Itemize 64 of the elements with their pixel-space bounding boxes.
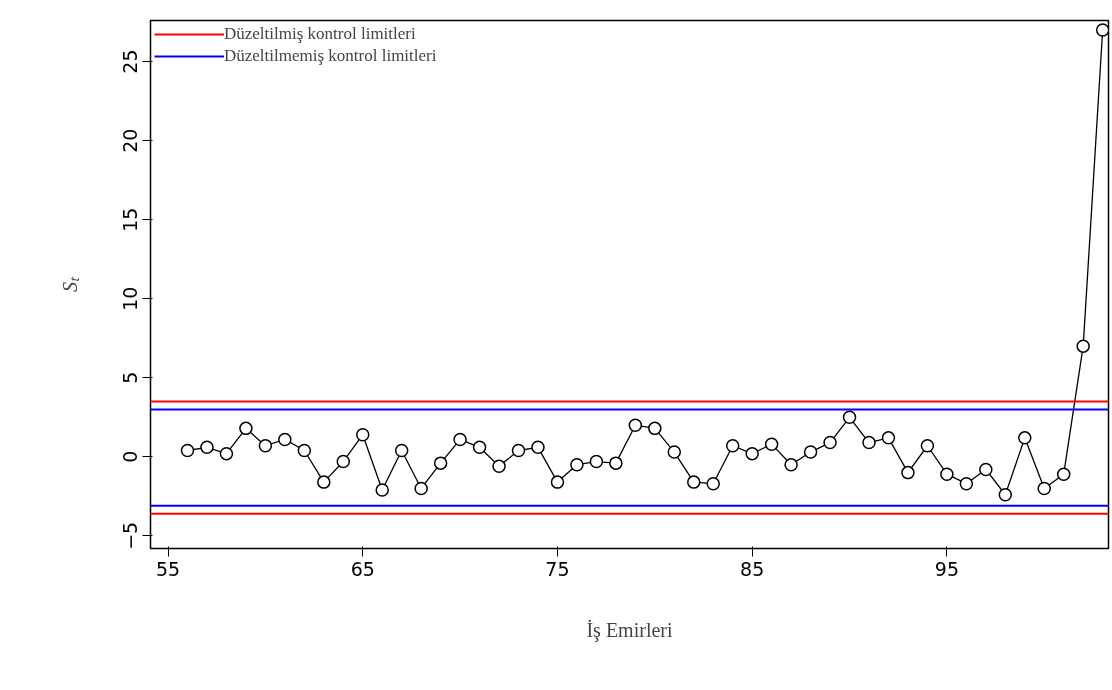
point [239,421,253,436]
point [687,475,701,489]
y-tick-label: 15 [119,207,142,232]
y-tick-label: 0 [119,450,142,463]
y-tick-label: 10 [119,286,142,311]
x-tick-label: 55 [155,557,181,580]
point [355,427,370,442]
point [433,456,448,470]
point [375,483,389,497]
y-tick-label: 5 [119,371,142,384]
point [745,446,759,461]
x-tick-label: 75 [545,557,570,580]
point [278,432,292,447]
point [258,439,273,453]
point [959,476,974,491]
point [901,465,915,480]
point [453,432,467,447]
point [764,437,779,451]
point [1056,467,1071,481]
point [998,488,1013,502]
point [550,475,565,489]
point [979,462,993,477]
point [317,475,331,489]
point [842,410,857,425]
point [297,443,312,458]
y-tick-label: −5 [119,521,142,550]
point [589,454,604,469]
legend-label: Düzeltilmiş kontrol limitleri [224,24,416,44]
point [394,443,409,458]
x-tick-label: 85 [740,557,765,580]
point [492,459,506,474]
point [1037,481,1051,496]
point [1076,339,1090,353]
x-axis-title: İş Emirleri [586,618,673,642]
point [706,476,720,491]
point [336,454,351,469]
point [725,439,740,453]
point [180,443,195,458]
point [648,421,662,436]
point [940,467,954,481]
point [570,457,584,472]
point [219,446,234,461]
point [200,440,214,455]
point [511,443,526,458]
point [881,431,896,445]
point [1018,431,1032,445]
point [784,457,798,472]
point [667,445,682,459]
point [472,440,487,455]
point [609,456,623,470]
point [414,481,428,496]
point [1095,23,1109,37]
y-tick-label: 25 [119,49,142,74]
point [628,418,643,432]
y-tick-label: 20 [119,128,142,153]
x-tick-label: 65 [350,557,375,580]
legend-label: Düzeltilmemiş kontrol limitleri [224,46,437,66]
y-axis-title: Sₜ [58,276,81,292]
point [823,435,837,450]
point [803,445,818,459]
point [920,439,935,453]
point [862,435,876,450]
point [531,440,545,455]
x-tick-label: 95 [934,557,959,580]
